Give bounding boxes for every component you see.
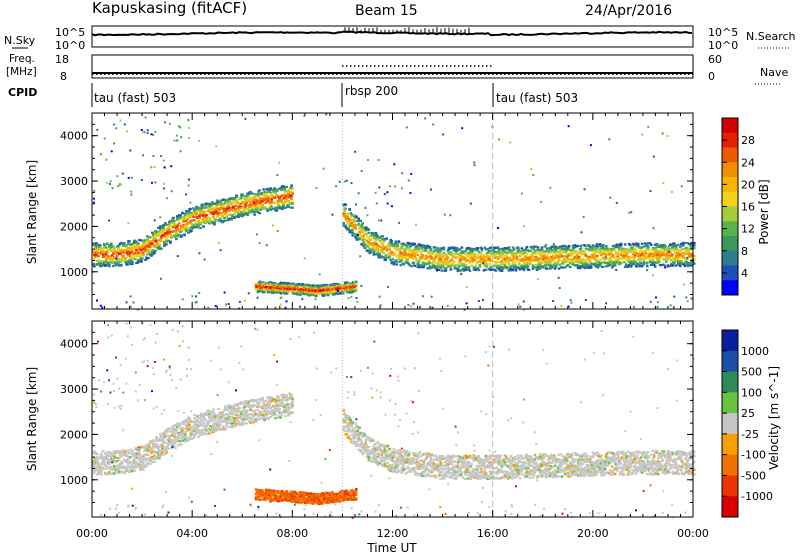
colorbar-tick-label: 100: [741, 386, 762, 399]
colorbar-tick-label: 8: [741, 245, 748, 258]
colorbar-tick-label: 12: [741, 223, 755, 236]
nave-label: Nave: [760, 66, 788, 79]
power-colorbar-label: Power [dB]: [757, 179, 771, 244]
colorbar-swatch: [722, 330, 738, 352]
range-tick-label: 2000: [60, 220, 88, 233]
nsky-tick-bottom: 10^0: [55, 39, 85, 52]
range-tick-label: 4000: [60, 338, 88, 351]
freq-label-1: Freq.: [9, 53, 35, 65]
colorbar-swatch: [722, 162, 738, 178]
colorbar-tick-label: 28: [741, 134, 755, 147]
velocity-data: [92, 321, 696, 519]
colorbar-swatch: [722, 221, 738, 237]
date-label: 24/Apr/2016: [585, 3, 672, 19]
range-tick-label: 2000: [60, 428, 88, 441]
colorbar-tick-label: -500: [741, 469, 766, 482]
colorbar-swatch: [722, 475, 738, 497]
nsky-line: [91, 30, 693, 37]
time-tick-label: 12:00: [377, 527, 409, 540]
colorbar-tick-label: 25: [741, 407, 755, 420]
power-data: [92, 113, 696, 311]
cpid-segment-2: rbsp 200: [345, 84, 398, 98]
range-tick-label: 3000: [60, 175, 88, 188]
colorbar-swatch: [722, 433, 738, 456]
colorbar-swatch: [722, 118, 738, 134]
time-tick-label: 08:00: [276, 527, 308, 540]
colorbar-swatch: [722, 413, 738, 435]
power-axes: 1000 2000 3000 4000: [60, 113, 694, 309]
nsky-right-tick-top: 10^5: [708, 26, 738, 39]
colorbar-tick-label: -1000: [741, 490, 773, 503]
station-title: Kapuskasing (fitACF): [92, 0, 247, 17]
colorbar-tick-label: 20: [741, 178, 755, 191]
time-axis-label: Time UT: [366, 541, 417, 554]
freq-strip: Freq. [MHz] 18 8 60 0 Nave: [6, 53, 788, 85]
colorbar-swatch: [722, 371, 738, 393]
colorbar-swatch: [722, 250, 738, 266]
nsky-tick-top: 10^5: [55, 26, 85, 39]
time-tick-label: 16:00: [477, 527, 509, 540]
velocity-colorbar-label: Velocity [m s^-1]: [767, 366, 781, 470]
colorbar-swatch: [722, 454, 738, 476]
nave-tick-bottom: 0: [708, 70, 715, 83]
range-tick-label: 4000: [60, 130, 88, 143]
time-tick-label: 00:00: [76, 527, 108, 540]
colorbar-swatch: [722, 280, 738, 296]
nsearch-label: N.Search: [746, 30, 796, 43]
velocity-axes: 1000 2000 3000 4000: [60, 321, 694, 517]
freq-tick-top: 18: [55, 53, 69, 66]
colorbar-tick-label: 500: [741, 366, 762, 379]
range-tick-label: 3000: [60, 383, 88, 396]
nsky-spikes: [344, 27, 470, 33]
colorbar-tick-label: 24: [741, 156, 755, 169]
colorbar-swatch: [722, 265, 738, 281]
time-tick-label: 00:00: [677, 527, 709, 540]
power-ylabel: Slant Range [km]: [25, 160, 39, 264]
colorbar-swatch: [722, 392, 738, 414]
freq-label-2: [MHz]: [6, 66, 37, 78]
colorbar-tick-label: 1000: [741, 345, 769, 358]
colorbar-swatch: [722, 132, 738, 148]
cpid-label: CPID: [8, 86, 37, 99]
cpid-segment-1: tau (fast) 503: [94, 91, 176, 105]
nsky-strip: N.Sky 10^5 10^0 10^5 10^0 N.Search: [4, 25, 796, 52]
velocity-colorbar: 1000 500 100 25 -25 -100 -500 -1000: [721, 329, 773, 518]
colorbar-swatch: [722, 350, 738, 373]
colorbar-swatch: [722, 206, 738, 222]
range-tick-label: 1000: [60, 474, 88, 487]
cpid-segment-3: tau (fast) 503: [496, 91, 578, 105]
colorbar-swatch: [722, 191, 738, 207]
cpid-row: CPID tau (fast) 503 rbsp 200 tau (fast) …: [8, 83, 578, 107]
colorbar-swatch: [722, 147, 738, 163]
power-colorbar: 28 24 20 16 12 8 4: [721, 117, 755, 296]
nsky-label: N.Sky: [4, 34, 36, 47]
time-tick-label: 04:00: [176, 527, 208, 540]
colorbar-tick-label: -25: [741, 428, 759, 441]
colorbar-tick-label: 4: [741, 267, 748, 280]
velocity-ylabel: Slant Range [km]: [25, 367, 39, 471]
colorbar-swatch: [722, 496, 738, 518]
time-axis: 00:00 04:00 08:00 12:00 16:00 20:00 00:00: [76, 527, 709, 540]
colorbar-tick-label: -100: [741, 449, 766, 462]
nave-tick-top: 60: [708, 53, 722, 66]
nsky-right-tick-bottom: 10^0: [708, 39, 738, 52]
beam-label: Beam 15: [355, 3, 418, 19]
range-tick-label: 1000: [60, 266, 88, 279]
colorbar-tick-label: 16: [741, 201, 755, 214]
colorbar-swatch: [722, 236, 738, 252]
velocity-panel: 1000 2000 3000 4000 Slant Range [km]: [25, 320, 696, 519]
power-panel: 1000 2000 3000 4000 Slant Range [km]: [25, 112, 696, 311]
time-tick-label: 20:00: [577, 527, 609, 540]
colorbar-swatch: [722, 177, 738, 193]
freq-tick-bottom: 8: [60, 70, 67, 83]
